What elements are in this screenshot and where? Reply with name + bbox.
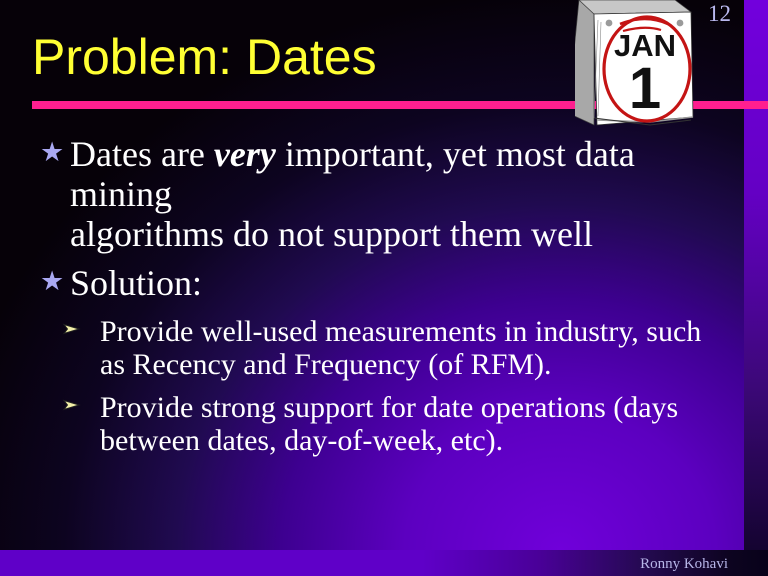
- svg-text:1: 1: [629, 56, 661, 121]
